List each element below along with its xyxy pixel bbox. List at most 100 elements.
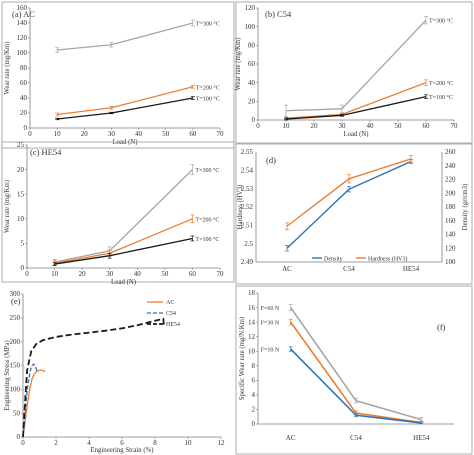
y-tick-label: 50 [13,409,21,417]
x-tick-label: 10 [54,130,62,138]
y2-tick-label: 180 [445,203,456,211]
x-tick-label: 60 [423,122,431,130]
y-tick-label: 150 [10,362,21,370]
y-tick-label: 2.51 [241,222,254,230]
y-tick-label: 20 [20,109,28,117]
panel-frame [235,285,473,455]
x-tick-label: 0 [25,270,29,278]
x-tick-label: 30 [108,130,116,138]
y-tick-label: 12 [248,333,256,341]
panel-e: 0 2 4 6 8 10 12 0 50 100 150 200 250 300 Engineering S… [4,290,225,454]
panel-b: 0 10 20 30 40 50 60 70 0 20 40 60 80 100 120 Load (N) We… [235,1,473,144]
x-tick-label: 40 [135,130,143,138]
legend-label: Hardness (HV3) [368,256,408,263]
legend-item: Hardness (HV3) [356,256,408,263]
legend-item: Density [312,257,343,263]
x-axis-label: Load (N) [111,279,136,286]
panel-label: (f) [437,322,446,332]
panel-label: (a) AC [12,9,35,19]
y-tick-label: 100 [10,386,21,394]
y-tick-label: 2.55 [241,148,254,156]
legend-label: HE54 [166,322,180,328]
y-axis-label: Engineering Stress (MPa) [4,340,11,410]
panel-f: 0 2 4 6 8 10 12 14 16 18 AC C54 HE54 Specific Wear ra… [235,285,473,455]
series-label: T=300 °C [195,167,219,174]
y-tick-label: 2.5 [244,240,253,248]
y-tick-label: 80 [248,42,256,50]
y-tick-label: 60 [20,79,28,87]
y-tick-label: 6 [252,377,256,385]
y-tick-label: 60 [248,60,256,68]
y-tick-label: 0 [252,116,256,124]
legend-item: C54 [147,311,176,317]
x-tick-label: 60 [189,270,197,278]
series-line [54,169,193,263]
x-tick-label: 50 [395,122,403,130]
x-tick-label: 0 [28,130,32,138]
x-tick-label: 20 [311,122,319,130]
y-tick-label: 120 [17,34,28,42]
x-tick-label: HE54 [403,265,420,273]
x-tick-label: AC [282,265,292,273]
legend-label: C54 [166,311,176,317]
x-tick-label: 10 [283,122,291,130]
y2-tick-label: 200 [445,189,456,197]
x-tick-label: 70 [451,122,459,130]
x-tick-label: 40 [134,270,142,278]
y-tick-label: 15 [17,190,25,198]
x-axis-label: Load (N) [112,139,137,146]
x-tick-label: 70 [217,130,225,138]
y-axis-label: Hardness (HV3) [237,185,244,230]
x-tick-label: AC [286,434,296,442]
y2-tick-label: 240 [445,162,456,170]
series-line [22,363,38,438]
y2-tick-label: 220 [445,176,456,184]
y2-tick-label: 260 [445,148,456,156]
y-tick-label: 2.54 [241,167,254,175]
y-axis-label: Wear rate (mg/Km) [235,37,242,90]
y-tick-label: 0 [21,264,25,272]
y-tick-label: 2 [252,406,256,414]
y2-axis-label: Density (gr/cm3) [462,184,469,231]
legend-label: AC [166,300,174,306]
y-tick-label: 0 [252,420,256,428]
series-line [57,22,194,51]
legend-item: AC [147,300,174,306]
x-tick-label: 10 [51,270,59,278]
y-tick-label: 160 [17,4,28,12]
panel-label: (d) [266,155,276,165]
x-tick-label: 8 [153,439,157,447]
x-tick-label: 4 [87,439,91,447]
series-label: F=60 N [261,306,280,312]
y-tick-label: 16 [248,304,256,312]
panel-frame [1,141,235,283]
panel-label: (c) HE54 [30,147,62,157]
y-tick-label: 140 [17,19,28,27]
series-label: T=100 °C [429,94,453,101]
y-tick-label: 100 [17,49,28,57]
y-tick-label: 0 [17,433,21,441]
y2-tick-label: 120 [445,244,456,252]
legend-item: HE54 [147,322,180,328]
series-label: T=200 °C [196,84,220,91]
x-tick-label: 30 [106,270,114,278]
y-tick-label: 80 [20,64,28,72]
series-label: T=300 °C [429,18,453,25]
x-axis-label: Engineering Strain (%) [90,447,153,454]
x-tick-label: 40 [367,122,375,130]
series-line [285,96,427,120]
y-tick-label: 300 [10,290,21,298]
x-tick-label: 10 [185,439,193,447]
series-line [54,237,193,265]
y-tick-label: 0 [24,124,28,132]
y-tick-label: 4 [252,391,256,399]
y2-tick-label: 100 [445,258,456,266]
panel-label: (b) C54 [265,9,292,19]
y-tick-label: 40 [20,94,28,102]
series-line [22,369,46,438]
x-tick-label: 50 [162,130,170,138]
panel-d: 2.49 2.5 2.51 2.52 2.53 2.54 2.55 100 120 140 160 1… [235,143,473,285]
panel-frame [1,1,235,149]
y-tick-label: 18 [248,289,256,297]
y-tick-label: 250 [10,314,21,322]
